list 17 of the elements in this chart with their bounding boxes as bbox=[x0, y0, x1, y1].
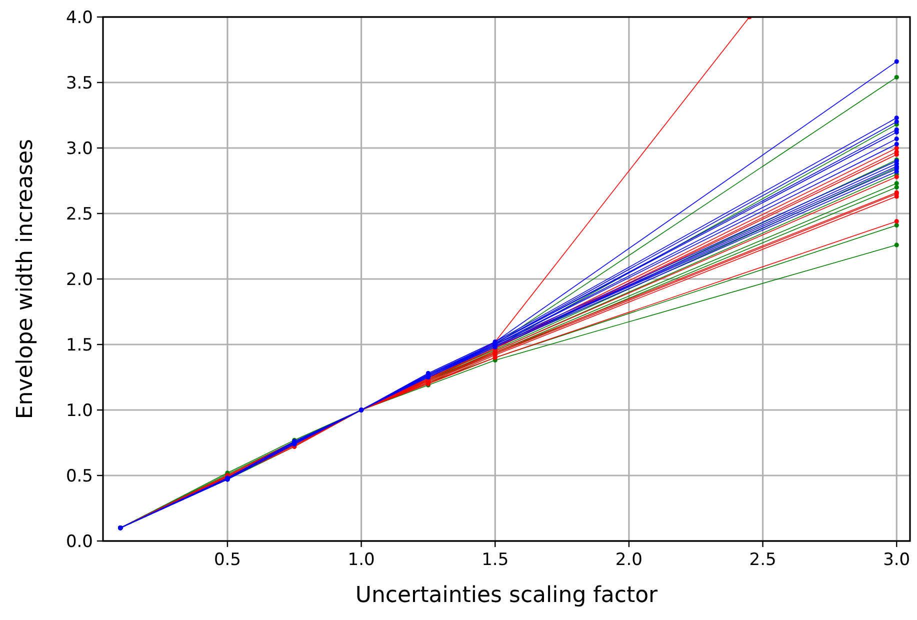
x-tick-label: 2.5 bbox=[749, 550, 776, 570]
x-tick-label: 0.5 bbox=[214, 550, 241, 570]
x-tick-label: 2.0 bbox=[615, 550, 642, 570]
y-tick-label: 4.0 bbox=[66, 8, 93, 28]
y-axis-title: Envelope width increases bbox=[13, 138, 38, 420]
x-tick-label: 3.0 bbox=[883, 550, 910, 570]
x-tick-label: 1.0 bbox=[348, 550, 375, 570]
y-tick-label: 2.0 bbox=[66, 270, 93, 290]
y-tick-label: 0.5 bbox=[66, 466, 93, 486]
x-tick-label: 1.5 bbox=[482, 550, 509, 570]
x-axis-title: Uncertainties scaling factor bbox=[355, 583, 659, 608]
y-tick-label: 1.5 bbox=[66, 335, 93, 356]
y-tick-label: 2.5 bbox=[66, 204, 93, 224]
y-tick-label: 3.5 bbox=[66, 73, 93, 94]
y-tick-label: 1.0 bbox=[66, 400, 93, 421]
y-tick-label: 3.0 bbox=[66, 138, 93, 159]
y-tick-label: 0.0 bbox=[66, 532, 93, 552]
